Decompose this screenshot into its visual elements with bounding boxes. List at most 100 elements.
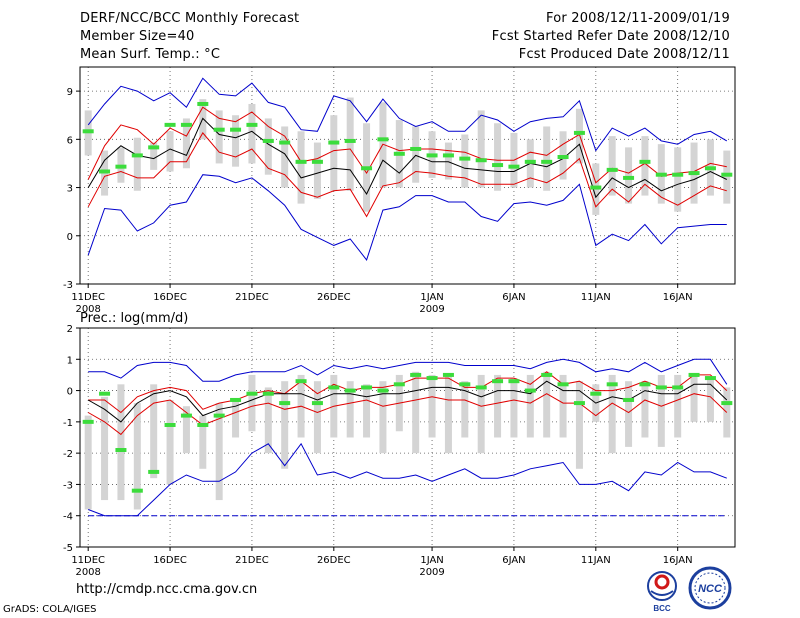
temp-box-12 — [264, 118, 272, 175]
temp-box-40 — [723, 150, 731, 204]
temp-box-13 — [281, 126, 289, 188]
temp-obs-15 — [311, 159, 323, 164]
temp-xtick-year: 2009 — [419, 304, 444, 315]
temp-box-11 — [248, 103, 256, 164]
prec-xtick-label: 11JAN — [581, 555, 611, 566]
prec-box-38 — [690, 374, 698, 422]
prec-box-12 — [264, 387, 272, 454]
temp-box-15 — [313, 142, 321, 199]
prec-box-6 — [166, 399, 174, 485]
temp-xtick-label: 21DEC — [235, 292, 269, 303]
prec-box-21 — [412, 371, 420, 454]
prec-xtick-label: 21DEC — [235, 555, 269, 566]
prec-obs-15 — [311, 401, 323, 406]
prec-obs-31 — [573, 401, 585, 406]
temp-obs-24 — [459, 156, 471, 161]
prec-box-22 — [428, 374, 436, 438]
temp-obs-23 — [442, 153, 454, 158]
prec-box-26 — [494, 374, 502, 438]
temp-box-5 — [150, 142, 158, 170]
temp-box-33 — [608, 136, 616, 196]
prec-box-17 — [346, 381, 354, 438]
temp-obs-34 — [623, 175, 635, 180]
prec-ytick-label: 2 — [67, 324, 73, 335]
prec-obs-8 — [197, 422, 209, 427]
prec-line-max — [88, 358, 728, 385]
prec-box-35 — [641, 381, 649, 438]
temp-box-9 — [215, 110, 223, 164]
prec-obs-24 — [459, 382, 471, 387]
temp-obs-37 — [672, 172, 684, 177]
temp-box-34 — [625, 147, 633, 204]
temp-obs-16 — [328, 140, 340, 145]
temp-box-6 — [166, 131, 174, 172]
temp-line-min — [87, 77, 728, 152]
temp-xtick-label: 11DEC — [71, 292, 105, 303]
temp-obs-19 — [377, 137, 389, 142]
temp-obs-26 — [492, 163, 504, 168]
prec-frame — [79, 327, 736, 548]
temp-obs-12 — [262, 138, 274, 143]
prec-box-9 — [215, 403, 223, 501]
temp-obs-28 — [524, 159, 536, 164]
temp-xtick-label: 26DEC — [317, 292, 351, 303]
temp-obs-7 — [180, 122, 192, 127]
temp-obs-20 — [393, 151, 405, 156]
prec-title: Prec.: log(mm/d) — [80, 311, 188, 326]
prec-box-15 — [313, 381, 321, 454]
prec-ytick-label: -5 — [63, 543, 73, 554]
prec-obs-29 — [541, 372, 553, 377]
prec-xtick-year: 2009 — [419, 567, 444, 578]
temp-obs-8 — [197, 101, 209, 106]
grads-credit: GrADS: COLA/IGES — [3, 604, 97, 615]
temp-box-7 — [182, 118, 190, 169]
temp-obs-32 — [590, 185, 602, 190]
temp-obs-25 — [475, 158, 487, 163]
prec-box-30 — [559, 374, 567, 438]
prec-obs-6 — [164, 422, 176, 427]
temp-xtick-year: 2008 — [75, 304, 100, 315]
prec-ytick-label: -3 — [63, 480, 73, 491]
temp-ytick-label: 3 — [67, 184, 73, 195]
prec-obs-39 — [704, 376, 716, 381]
prec-xtick-label: 6JAN — [502, 555, 525, 566]
prec-box-2 — [101, 396, 109, 501]
prec-box-4 — [133, 403, 141, 510]
prec-obs-21 — [410, 372, 422, 377]
prec-obs-17 — [344, 388, 356, 393]
prec-obs-40 — [721, 401, 733, 406]
prec-ytick-label: -2 — [63, 449, 73, 460]
prec-box-11 — [248, 374, 256, 432]
prec-obs-16 — [328, 385, 340, 390]
prec-box-34 — [625, 381, 633, 447]
temp-obs-31 — [573, 130, 585, 135]
prec-box-13 — [281, 381, 289, 469]
prec-obs-5 — [148, 469, 160, 474]
temp-obs-39 — [704, 166, 716, 171]
source-url[interactable]: http://cmdp.ncc.cma.gov.cn — [76, 582, 258, 597]
temp-box-16 — [330, 115, 338, 191]
prec-xtick-label: 16DEC — [153, 555, 187, 566]
prec-xtick-label: 16JAN — [663, 555, 693, 566]
prec-obs-2 — [99, 391, 111, 396]
temp-ytick-label: 6 — [67, 135, 73, 146]
temp-box-26 — [494, 123, 502, 191]
prec-ytick-label: -1 — [63, 418, 73, 429]
temp-obs-10 — [230, 127, 242, 132]
prec-box-31 — [575, 381, 583, 469]
prec-obs-33 — [606, 382, 618, 387]
temp-ytick-label: -3 — [63, 280, 73, 291]
prec-obs-35 — [639, 382, 651, 387]
temp-box-10 — [232, 115, 240, 167]
variable-label: Mean Surf. Temp.: °C — [80, 47, 221, 62]
prec-obs-26 — [492, 379, 504, 384]
fcst-produced-label: Fcst Produced Date 2008/12/11 — [518, 47, 730, 62]
prec-box-8 — [199, 415, 207, 469]
prec-obs-37 — [672, 385, 684, 390]
temp-obs-38 — [688, 171, 700, 176]
prec-obs-28 — [524, 388, 536, 393]
prec-obs-12 — [262, 391, 274, 396]
prec-obs-14 — [295, 379, 307, 384]
prec-obs-19 — [377, 388, 389, 393]
